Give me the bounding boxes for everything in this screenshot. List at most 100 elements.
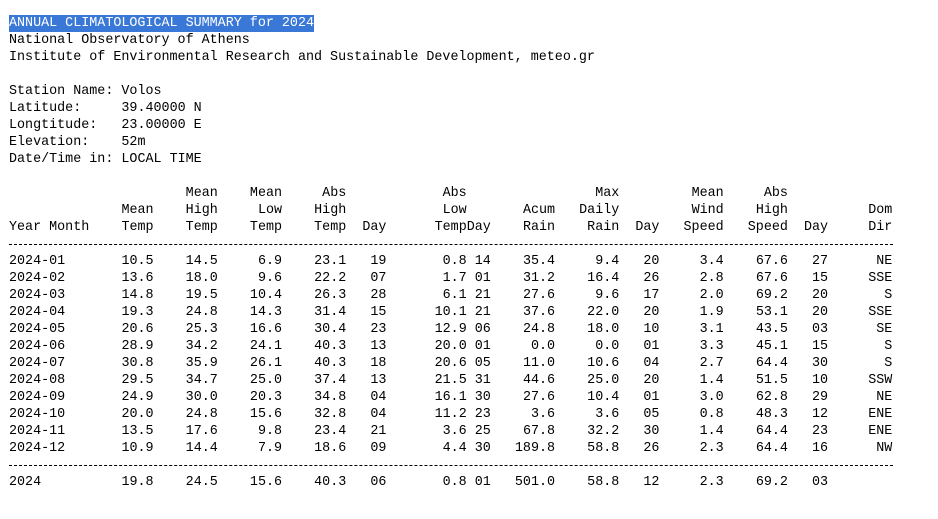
total-cell: 501.0 [514, 475, 556, 490]
table-cell: ENE [868, 424, 893, 439]
table-cell: 10.4 [587, 390, 620, 405]
table-cell: 2024-05 [9, 322, 66, 337]
table-cell: 05 [474, 356, 491, 371]
table-cell: 10.9 [121, 441, 154, 456]
table-cell: 19.3 [121, 305, 154, 320]
table-cell: ENE [868, 407, 893, 422]
table-cell: 30 [474, 441, 491, 456]
table-cell: 2024-09 [9, 390, 66, 405]
total-cell: 2024 [9, 475, 42, 490]
table-cell: 43.5 [755, 322, 788, 337]
table-cell: 40.3 [314, 339, 347, 354]
column-header: Temp [249, 220, 283, 235]
table-cell: 6.1 [442, 288, 467, 303]
table-cell: 16.6 [249, 322, 283, 337]
table-cell: 14 [474, 254, 491, 269]
table-cell: 0.0 [595, 339, 620, 354]
table-cell: S [884, 288, 893, 303]
table-cell: 53.1 [755, 305, 788, 320]
table-cell: 30.8 [121, 356, 154, 371]
table-cell: 24.9 [121, 390, 154, 405]
table-cell: 1.7 [442, 271, 467, 286]
table-cell: 20.0 [121, 407, 154, 422]
column-header: Max [595, 186, 620, 201]
table-cell: 01 [474, 339, 491, 354]
field-value: 52m [121, 135, 146, 150]
total-cell: 19.8 [121, 475, 154, 490]
table-cell: 9.4 [595, 254, 620, 269]
table-cell: 11.2 [434, 407, 467, 422]
table-cell: 10.4 [249, 288, 283, 303]
field-value: 39.40000 N [121, 101, 202, 116]
column-header: Low [442, 203, 467, 218]
field-value: Volos [121, 84, 162, 99]
table-cell: NW [876, 441, 893, 456]
table-cell: 2.7 [699, 356, 724, 371]
table-cell: 28 [370, 288, 387, 303]
table-cell: 1.9 [699, 305, 724, 320]
table-cell: 2024-04 [9, 305, 66, 320]
column-header: Temp [314, 220, 347, 235]
table-cell: 51.5 [755, 373, 788, 388]
table-cell: SSE [868, 305, 893, 320]
table-cell: 18.0 [587, 322, 620, 337]
column-header: Abs [442, 186, 467, 201]
column-header: Temp [121, 220, 154, 235]
table-cell: 31.2 [522, 271, 556, 286]
table-cell: 21 [474, 305, 491, 320]
table-cell: 64.4 [755, 441, 788, 456]
column-header: Temp [434, 220, 467, 235]
table-cell: 10 [812, 373, 829, 388]
table-cell: 32.2 [587, 424, 620, 439]
table-cell: 67.6 [755, 254, 788, 269]
table-cell: 23.4 [314, 424, 347, 439]
table-cell: 01 [643, 339, 660, 354]
table-cell: 2024-12 [9, 441, 66, 456]
table-cell: 2024-10 [9, 407, 66, 422]
table-cell: 6.9 [257, 254, 283, 269]
table-cell: 14.4 [185, 441, 218, 456]
table-cell: 2.3 [699, 441, 724, 456]
table-cell: 58.8 [587, 441, 620, 456]
table-cell: S [884, 356, 893, 371]
table-cell: 24.8 [185, 407, 218, 422]
table-cell: 11.0 [522, 356, 556, 371]
table-cell: 4.4 [442, 441, 467, 456]
table-cell: 24.1 [249, 339, 283, 354]
table-cell: 25.3 [185, 322, 218, 337]
table-cell: 3.1 [699, 322, 724, 337]
table-cell: 30 [812, 356, 829, 371]
table-cell: 34.8 [314, 390, 347, 405]
dashed-rule [9, 465, 893, 466]
column-header: Mean [691, 186, 724, 201]
table-cell: 19 [370, 254, 387, 269]
column-header: Day [803, 220, 829, 235]
table-cell: 27.6 [522, 288, 556, 303]
table-cell: 06 [474, 322, 491, 337]
table-cell: 15 [812, 271, 829, 286]
field-value: 23.00000 E [121, 118, 202, 133]
table-cell: 69.2 [755, 288, 788, 303]
table-cell: 12.9 [434, 322, 467, 337]
table-cell: 21 [370, 424, 387, 439]
column-header: Day [635, 220, 660, 235]
subtitle: National Observatory of Athens [9, 33, 250, 48]
total-cell: 12 [643, 475, 660, 490]
total-cell: 69.2 [755, 475, 788, 490]
table-cell: 13.6 [121, 271, 154, 286]
table-cell: 03 [812, 322, 829, 337]
table-cell: 0.8 [699, 407, 724, 422]
table-cell: 2.0 [699, 288, 724, 303]
table-cell: 07 [370, 271, 387, 286]
table-cell: 23.1 [314, 254, 347, 269]
dashed-rule [9, 244, 893, 245]
table-cell: 22.2 [314, 271, 347, 286]
column-header: High [755, 203, 788, 218]
table-cell: 0.0 [530, 339, 556, 354]
table-cell: 2.8 [699, 271, 724, 286]
table-cell: 14.5 [185, 254, 218, 269]
table-cell: 18.0 [185, 271, 218, 286]
column-header: Low [257, 203, 283, 218]
table-cell: 23 [812, 424, 829, 439]
